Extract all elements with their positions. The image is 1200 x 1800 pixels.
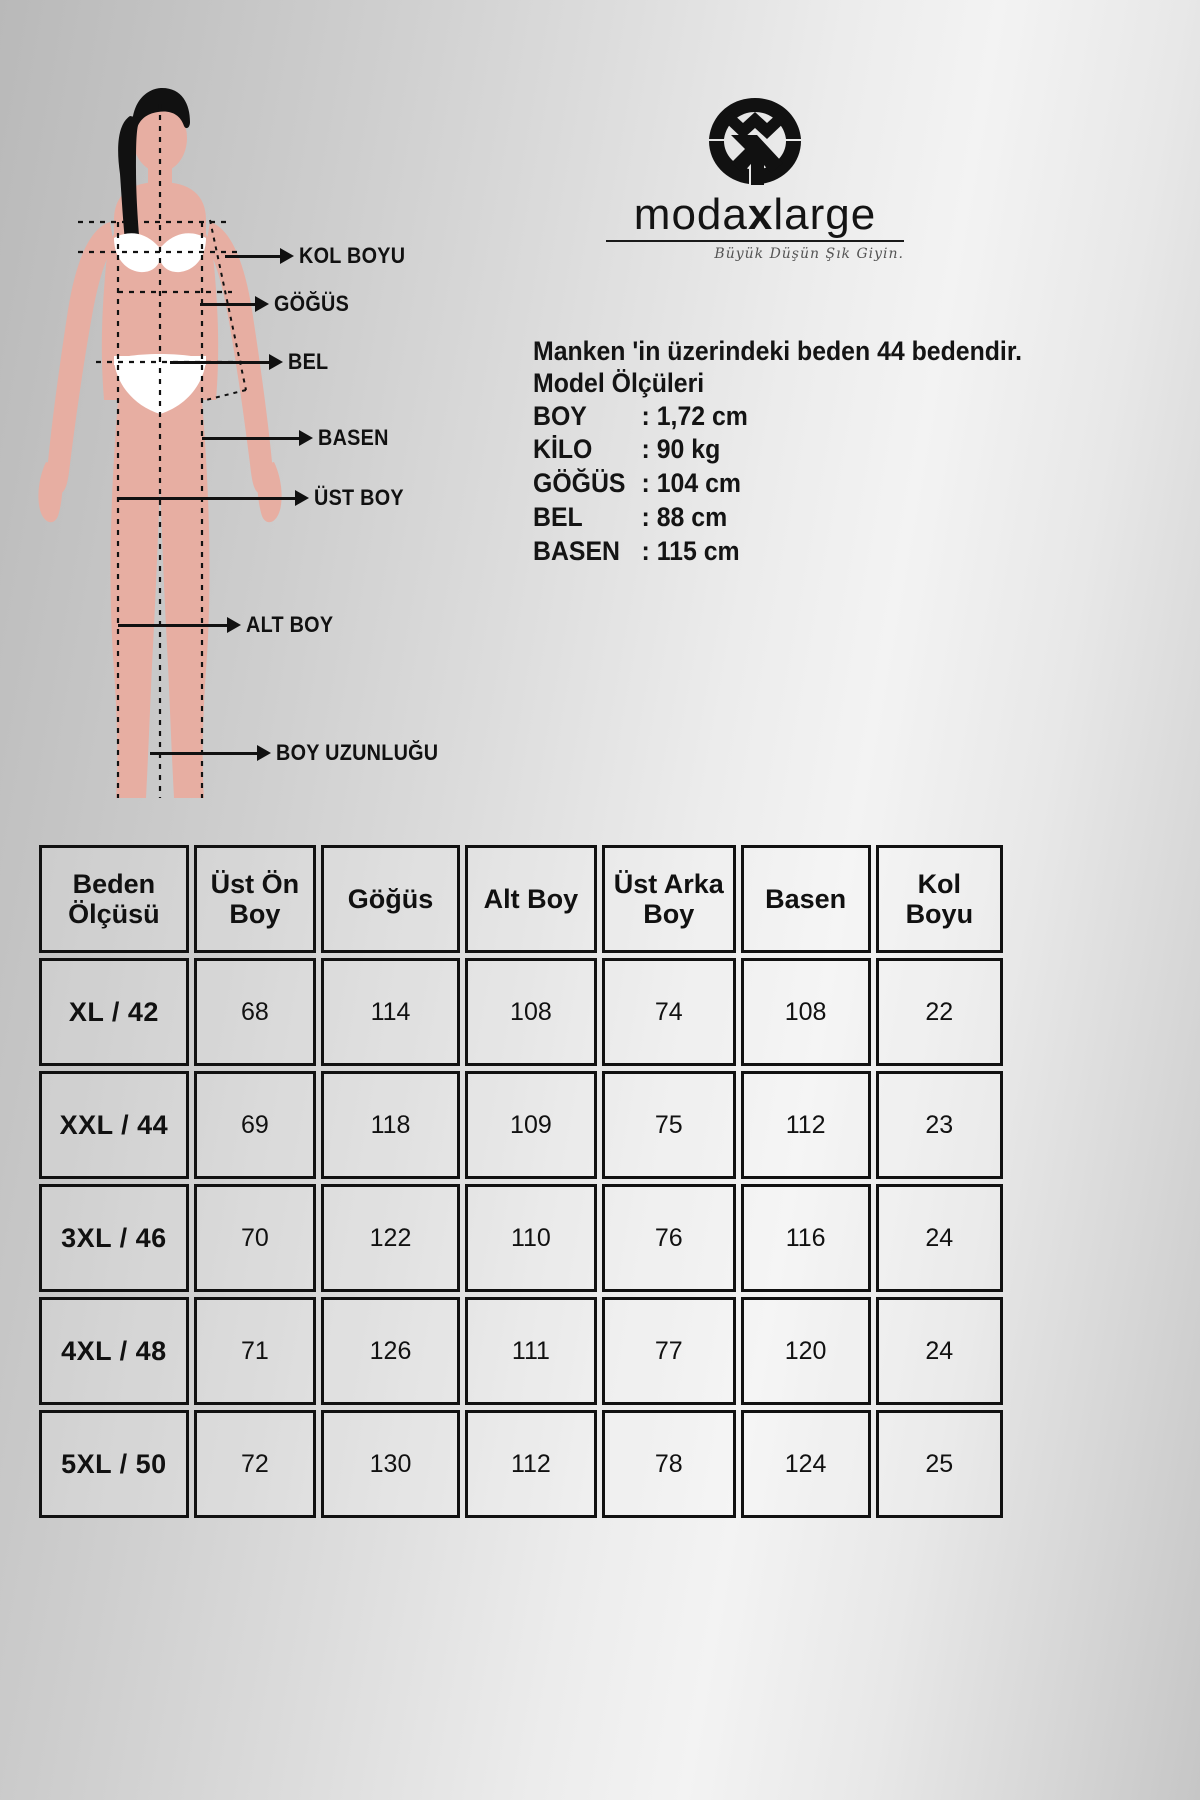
vertical-guides bbox=[116, 104, 204, 798]
callout-gogus: GÖĞÜS bbox=[200, 291, 357, 316]
table-header-row: Beden Ölçüsü Üst Ön Boy Göğüs Alt Boy Üs… bbox=[39, 845, 1003, 953]
measure-value: : 1,72 cm bbox=[641, 400, 748, 431]
cell-ust-arka-boy: 74 bbox=[601, 958, 736, 1066]
callout-ust-boy: ÜST BOY bbox=[118, 485, 414, 510]
illustration-area: KOL BOYU GÖĞÜS BEL BASEN ÜST BOY ALT BOY… bbox=[0, 0, 1200, 825]
measure-value: : 115 cm bbox=[641, 535, 740, 566]
brand-wordmark: modaxlarge bbox=[555, 193, 955, 237]
cell-ust-arka-boy: 78 bbox=[601, 1410, 736, 1518]
table-row: 5XL / 50 72 130 112 78 124 25 bbox=[39, 1410, 1003, 1518]
cell-alt-boy: 111 bbox=[464, 1297, 597, 1405]
table-row: 3XL / 46 70 122 110 76 116 24 bbox=[39, 1184, 1003, 1292]
cell-alt-boy: 110 bbox=[464, 1184, 597, 1292]
cell-size: XL / 42 bbox=[39, 958, 189, 1066]
female-body-measurement-diagram bbox=[38, 88, 282, 798]
cell-basen: 112 bbox=[740, 1071, 871, 1179]
measure-value: : 104 cm bbox=[641, 468, 741, 499]
measure-key: KİLO bbox=[533, 434, 593, 465]
callout-label: BASEN bbox=[318, 425, 389, 450]
model-measure-row: BASEN : 115 cm bbox=[533, 535, 993, 569]
cell-basen: 120 bbox=[740, 1297, 871, 1405]
measure-key: BOY bbox=[533, 400, 587, 431]
cell-alt-boy: 108 bbox=[464, 958, 597, 1066]
cell-basen: 108 bbox=[740, 958, 871, 1066]
table-row: XL / 42 68 114 108 74 108 22 bbox=[39, 958, 1003, 1066]
col-header-ust-on-boy: Üst Ön Boy bbox=[193, 845, 317, 953]
cell-size: XXL / 44 bbox=[39, 1071, 189, 1179]
brand-underline bbox=[606, 240, 904, 242]
cell-size: 5XL / 50 bbox=[39, 1410, 189, 1518]
callout-bel: BEL bbox=[170, 349, 333, 374]
col-header-alt-boy: Alt Boy bbox=[464, 845, 597, 953]
modaxlarge-monogram-icon bbox=[709, 98, 801, 185]
model-measure-row: BEL : 88 cm bbox=[533, 501, 993, 535]
cell-ust-on-boy: 72 bbox=[193, 1410, 317, 1518]
callout-label: ALT BOY bbox=[246, 612, 334, 637]
cell-alt-boy: 112 bbox=[464, 1410, 597, 1518]
cell-ust-on-boy: 71 bbox=[193, 1297, 317, 1405]
measure-value: : 90 kg bbox=[641, 434, 721, 465]
cell-gogus: 118 bbox=[321, 1071, 460, 1179]
cell-ust-on-boy: 70 bbox=[193, 1184, 317, 1292]
measure-value: : 88 cm bbox=[641, 501, 728, 532]
col-header-kol-boyu: Kol Boyu bbox=[875, 845, 1003, 953]
col-header-beden-olcusu: Beden Ölçüsü bbox=[39, 845, 189, 953]
callout-alt-boy: ALT BOY bbox=[118, 612, 343, 637]
col-header-ust-arka-boy: Üst Arka Boy bbox=[601, 845, 736, 953]
measure-key: GÖĞÜS bbox=[533, 468, 626, 499]
measure-key: BASEN bbox=[533, 535, 620, 566]
wordmark-x: x bbox=[747, 190, 774, 239]
size-table-wrapper: Beden Ölçüsü Üst Ön Boy Göğüs Alt Boy Üs… bbox=[34, 840, 1008, 1523]
model-measure-row: GÖĞÜS : 104 cm bbox=[533, 467, 993, 501]
wordmark-part1: moda bbox=[633, 190, 748, 239]
cell-kol-boyu: 22 bbox=[875, 958, 1003, 1066]
cell-basen: 116 bbox=[740, 1184, 871, 1292]
cell-ust-on-boy: 68 bbox=[193, 958, 317, 1066]
callout-label: BOY UZUNLUĞU bbox=[276, 740, 439, 765]
callout-basen: BASEN bbox=[202, 425, 397, 450]
cell-size: 4XL / 48 bbox=[39, 1297, 189, 1405]
measure-key: BEL bbox=[533, 501, 583, 532]
callout-label: ÜST BOY bbox=[314, 485, 404, 510]
cell-ust-arka-boy: 76 bbox=[601, 1184, 736, 1292]
model-info-block: Manken 'in üzerindeki beden 44 bedendir.… bbox=[533, 336, 1033, 568]
model-measure-row: BOY : 1,72 cm bbox=[533, 400, 993, 434]
model-info-title: Model Ölçüleri bbox=[533, 367, 705, 398]
table-row: 4XL / 48 71 126 111 77 120 24 bbox=[39, 1297, 1003, 1405]
cell-kol-boyu: 23 bbox=[875, 1071, 1003, 1179]
callout-label: BEL bbox=[288, 349, 329, 374]
callout-kol-boyu: KOL BOYU bbox=[225, 243, 417, 268]
wordmark-part2: large bbox=[773, 190, 877, 239]
cell-kol-boyu: 24 bbox=[875, 1297, 1003, 1405]
brand-block: modaxlarge Büyük Düşün Şık Giyin. bbox=[555, 95, 955, 262]
callout-label: GÖĞÜS bbox=[274, 291, 350, 316]
model-measure-row: KİLO : 90 kg bbox=[533, 433, 993, 467]
cell-gogus: 126 bbox=[321, 1297, 460, 1405]
cell-ust-on-boy: 69 bbox=[193, 1071, 317, 1179]
cell-basen: 124 bbox=[740, 1410, 871, 1518]
cell-kol-boyu: 24 bbox=[875, 1184, 1003, 1292]
cell-kol-boyu: 25 bbox=[875, 1410, 1003, 1518]
cell-alt-boy: 109 bbox=[464, 1071, 597, 1179]
table-row: XXL / 44 69 118 109 75 112 23 bbox=[39, 1071, 1003, 1179]
cell-ust-arka-boy: 77 bbox=[601, 1297, 736, 1405]
callout-label: KOL BOYU bbox=[299, 243, 406, 268]
callout-boy-uzunlugu: BOY UZUNLUĞU bbox=[150, 740, 456, 765]
brand-tagline: Büyük Düşün Şık Giyin. bbox=[714, 246, 904, 262]
cell-gogus: 130 bbox=[321, 1410, 460, 1518]
cell-gogus: 114 bbox=[321, 958, 460, 1066]
model-note: Manken 'in üzerindeki beden 44 bedendir. bbox=[533, 336, 1023, 366]
cell-gogus: 122 bbox=[321, 1184, 460, 1292]
col-header-gogus: Göğüs bbox=[321, 845, 460, 953]
col-header-basen: Basen bbox=[740, 845, 871, 953]
size-table: Beden Ölçüsü Üst Ön Boy Göğüs Alt Boy Üs… bbox=[34, 840, 1008, 1523]
cell-size: 3XL / 46 bbox=[39, 1184, 189, 1292]
cell-ust-arka-boy: 75 bbox=[601, 1071, 736, 1179]
